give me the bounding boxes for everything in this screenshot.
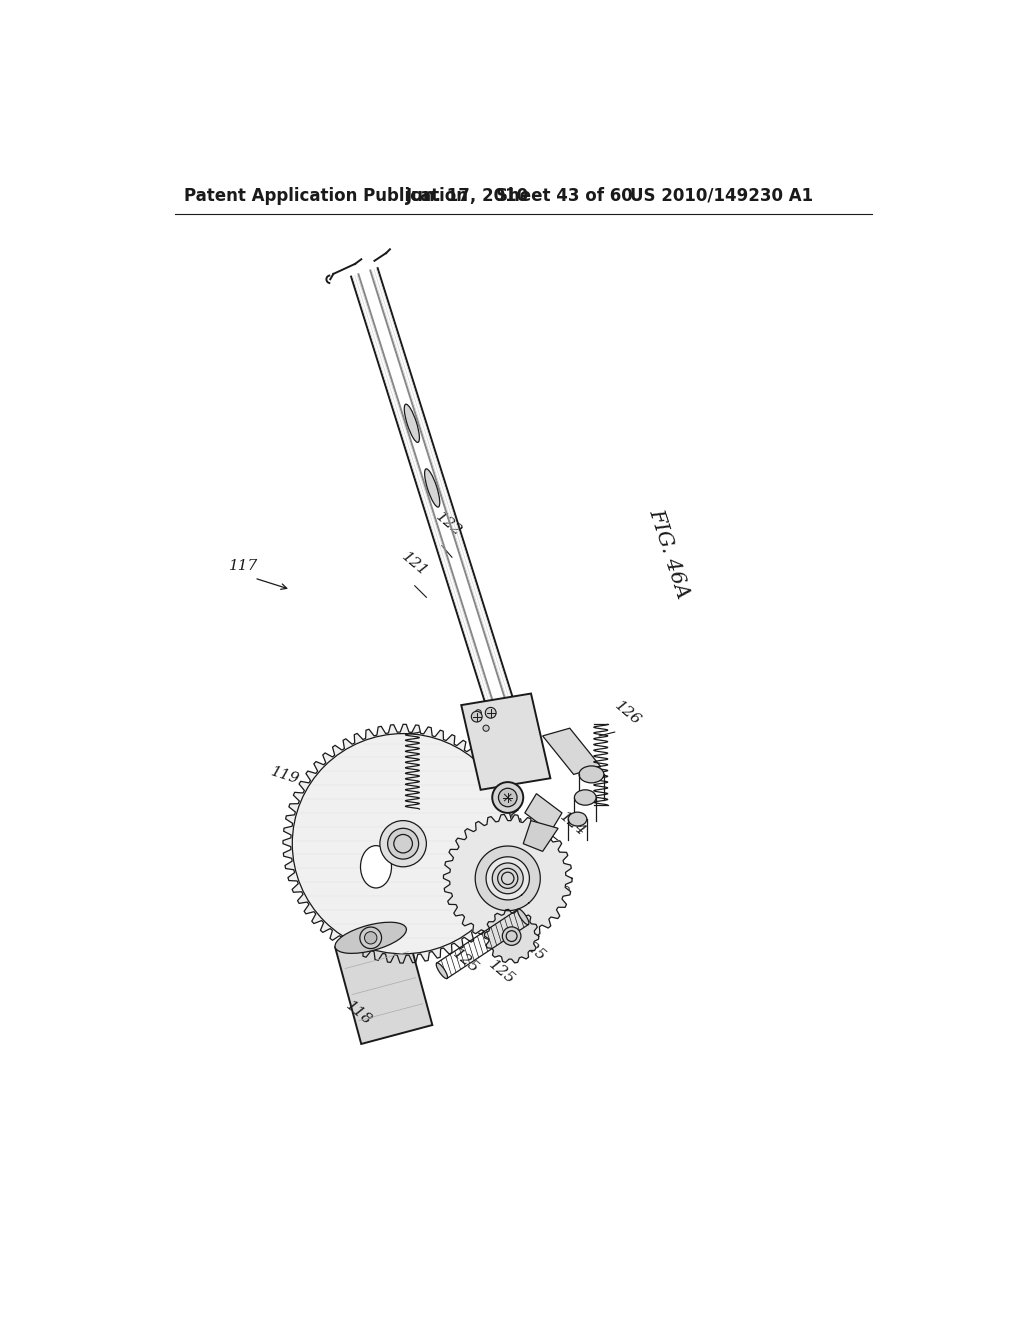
Text: Jun. 17, 2010: Jun. 17, 2010 xyxy=(406,186,528,205)
Polygon shape xyxy=(543,729,601,775)
Ellipse shape xyxy=(360,846,391,888)
Text: FIG. 46A: FIG. 46A xyxy=(646,507,692,602)
Text: 119: 119 xyxy=(269,764,301,787)
Circle shape xyxy=(485,708,496,718)
Circle shape xyxy=(388,829,419,859)
Circle shape xyxy=(498,869,518,888)
Circle shape xyxy=(502,873,514,884)
Ellipse shape xyxy=(579,766,604,783)
Text: 117: 117 xyxy=(228,560,258,573)
Circle shape xyxy=(394,834,413,853)
Circle shape xyxy=(503,927,521,945)
Circle shape xyxy=(493,781,523,813)
Text: 122: 122 xyxy=(432,510,464,539)
Circle shape xyxy=(506,931,517,941)
Polygon shape xyxy=(524,793,562,832)
Text: 125: 125 xyxy=(517,935,549,964)
Text: 124: 124 xyxy=(557,809,589,840)
Ellipse shape xyxy=(404,404,420,442)
Text: 121: 121 xyxy=(399,550,431,579)
Ellipse shape xyxy=(425,469,439,507)
Text: US 2010/149230 A1: US 2010/149230 A1 xyxy=(630,186,813,205)
Text: Patent Application Publication: Patent Application Publication xyxy=(183,186,468,205)
Circle shape xyxy=(499,788,517,807)
Polygon shape xyxy=(461,693,550,789)
Circle shape xyxy=(471,711,482,722)
Ellipse shape xyxy=(335,923,407,953)
Text: 125: 125 xyxy=(486,957,517,987)
Polygon shape xyxy=(523,821,558,851)
Circle shape xyxy=(365,932,377,944)
Polygon shape xyxy=(484,909,539,962)
Ellipse shape xyxy=(568,812,587,826)
Circle shape xyxy=(475,710,481,715)
Text: 118: 118 xyxy=(343,998,375,1028)
Ellipse shape xyxy=(517,909,529,925)
Text: 126: 126 xyxy=(611,698,643,729)
Polygon shape xyxy=(335,928,432,1044)
Circle shape xyxy=(493,863,523,894)
Ellipse shape xyxy=(574,789,596,805)
Circle shape xyxy=(483,725,489,731)
Text: 120: 120 xyxy=(541,871,571,900)
Ellipse shape xyxy=(436,962,447,978)
Circle shape xyxy=(359,927,382,949)
Text: Sheet 43 of 60: Sheet 43 of 60 xyxy=(496,186,633,205)
Polygon shape xyxy=(475,846,541,911)
Text: 125: 125 xyxy=(450,946,481,975)
Polygon shape xyxy=(283,725,523,964)
Circle shape xyxy=(292,734,514,954)
Circle shape xyxy=(380,821,426,867)
Circle shape xyxy=(487,708,494,714)
Polygon shape xyxy=(443,814,572,942)
